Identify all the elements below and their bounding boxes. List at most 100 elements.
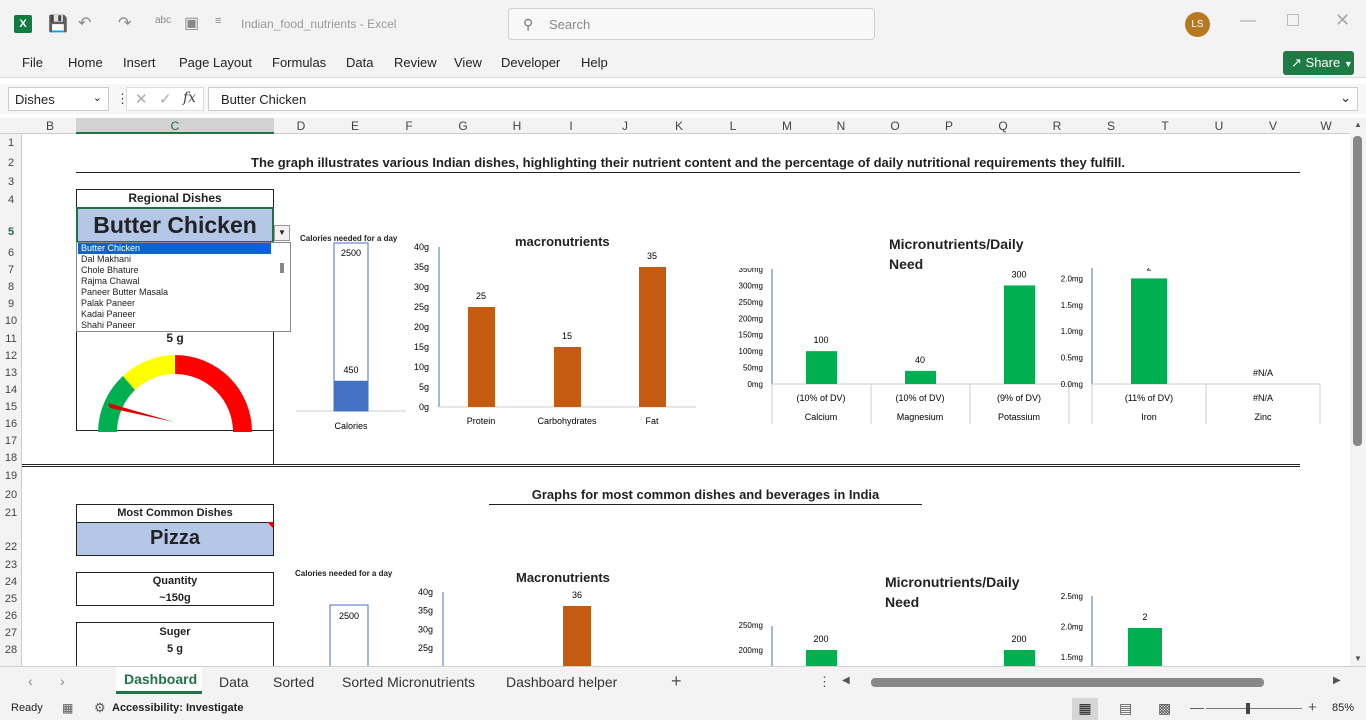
menu-help[interactable]: Help (581, 55, 608, 70)
row-header-13[interactable]: 13 (4, 367, 18, 379)
menu-data[interactable]: Data (346, 55, 374, 70)
row-header-22[interactable]: 22 (4, 541, 18, 553)
camera-icon[interactable]: ▣ (184, 15, 200, 32)
macro-record-icon[interactable]: ▦ (62, 701, 74, 715)
zoom-in-icon[interactable]: + (1308, 699, 1317, 716)
column-header-M[interactable]: M (782, 119, 792, 133)
row-header-10[interactable]: 10 (4, 315, 18, 327)
dropdown-option[interactable]: Palak Paneer (81, 298, 136, 308)
column-header-E[interactable]: E (350, 119, 359, 133)
row-header-18[interactable]: 18 (4, 452, 18, 464)
dropdown-option[interactable]: Chole Bhature (81, 265, 139, 275)
column-header-N[interactable]: N (836, 119, 846, 133)
cancel-icon[interactable]: ✕ (135, 91, 148, 108)
vertical-scrollbar-track[interactable]: ▲ ▼ (1350, 118, 1366, 666)
save-icon[interactable]: 💾 (48, 16, 68, 33)
accessibility-status[interactable]: Accessibility: Investigate (112, 702, 244, 714)
vertical-scroll-thumb[interactable] (1353, 136, 1362, 446)
menu-formulas[interactable]: Formulas (272, 55, 327, 70)
dropdown-scrollbar[interactable] (280, 263, 284, 273)
common-dish-cell[interactable] (77, 522, 273, 555)
column-header-R[interactable]: R (1052, 119, 1062, 133)
zoom-level[interactable]: 85% (1332, 702, 1355, 714)
column-header-I[interactable]: I (569, 119, 573, 133)
row-header-21[interactable]: 21 (4, 507, 18, 519)
column-header-S[interactable]: S (1106, 119, 1115, 133)
row-header-24[interactable]: 24 (4, 576, 18, 588)
row-header-23[interactable]: 23 (4, 559, 18, 571)
horizontal-scroll-thumb[interactable] (871, 678, 1264, 687)
tab-dashboard[interactable]: Dashboard (116, 667, 202, 694)
column-header-D[interactable]: D (296, 119, 306, 133)
scroll-right-icon[interactable]: ▶ (1333, 675, 1341, 686)
scroll-up-icon[interactable]: ▲ (1354, 120, 1362, 129)
row-header-4[interactable]: 4 (7, 194, 15, 206)
column-header-W[interactable]: W (1320, 119, 1332, 133)
row-header-11[interactable]: 11 (5, 333, 17, 345)
row-header-26[interactable]: 26 (4, 610, 18, 622)
expand-formula-icon[interactable]: ⌄ (1340, 90, 1351, 105)
row-header-7[interactable]: 7 (7, 264, 15, 276)
restore-button[interactable] (1287, 14, 1299, 26)
tab-sorted[interactable]: Sorted (273, 674, 315, 690)
page-layout-view-icon[interactable]: ▤ (1119, 700, 1133, 716)
name-box[interactable]: Dishes ⌄ (8, 87, 109, 111)
row-header-5[interactable]: 5 (7, 226, 15, 238)
customize-icon[interactable]: ≡ (215, 15, 222, 27)
row-header-16[interactable]: 16 (4, 418, 18, 430)
column-header-T[interactable]: T (1161, 119, 1169, 133)
row-header-2[interactable]: 2 (7, 157, 15, 169)
formula-input[interactable]: Butter Chicken ⌄ (208, 87, 1358, 111)
zoom-slider[interactable] (1206, 703, 1302, 714)
zoom-out-icon[interactable]: — (1190, 699, 1204, 715)
next-sheet-icon[interactable]: › (60, 673, 65, 689)
avatar[interactable]: LS (1185, 12, 1210, 37)
prev-sheet-icon[interactable]: ‹ (28, 673, 33, 689)
dropdown-option[interactable]: Butter Chicken (78, 243, 271, 254)
search-box[interactable]: ⚲ Search (508, 8, 875, 40)
menu-insert[interactable]: Insert (123, 55, 156, 70)
more-sheets-icon[interactable]: ⋮ (818, 674, 831, 689)
column-header-J[interactable]: J (622, 119, 628, 133)
column-header-C[interactable]: C (76, 118, 274, 134)
add-sheet-icon[interactable]: + (671, 671, 682, 691)
row-header-3[interactable]: 3 (7, 176, 15, 188)
dropdown-option[interactable]: Rajma Chawal (81, 276, 140, 286)
more-icon[interactable]: ⋮ (116, 91, 129, 106)
row-header-9[interactable]: 9 (7, 298, 15, 310)
tab-dashboard-helper[interactable]: Dashboard helper (506, 674, 618, 690)
column-header-O[interactable]: O (890, 119, 900, 133)
close-button[interactable]: ✕ (1335, 10, 1351, 30)
column-header-B[interactable]: B (45, 119, 54, 133)
row-header-28[interactable]: 28 (4, 644, 18, 656)
column-header-Q[interactable]: Q (998, 119, 1008, 133)
share-button[interactable]: ↗ Share ▼ (1283, 51, 1354, 75)
row-header-12[interactable]: 12 (4, 350, 18, 362)
tab-data[interactable]: Data (219, 674, 249, 690)
dish-dropdown-list[interactable]: Butter Chicken Dal Makhani Chole Bhature Ra… (76, 242, 291, 332)
column-header-F[interactable]: F (405, 119, 413, 133)
row-header-8[interactable]: 8 (7, 281, 15, 293)
row-header-25[interactable]: 25 (4, 593, 18, 605)
menu-developer[interactable]: Developer (501, 55, 561, 70)
menu-file[interactable]: File (22, 55, 43, 70)
dropdown-option[interactable]: Shahi Paneer (81, 320, 136, 330)
row-header-14[interactable]: 14 (4, 384, 18, 396)
row-header-20[interactable]: 20 (4, 489, 18, 501)
redo-icon[interactable]: ↷ (118, 15, 132, 32)
scroll-left-icon[interactable]: ◀ (842, 675, 850, 686)
row-header-6[interactable]: 6 (7, 247, 15, 259)
dropdown-option[interactable]: Kadai Paneer (81, 309, 136, 319)
undo-icon[interactable]: ↶ (78, 15, 92, 32)
enter-icon[interactable]: ✓ (159, 91, 172, 108)
dropdown-button[interactable]: ▼ (274, 225, 290, 241)
menu-view[interactable]: View (454, 55, 482, 70)
dropdown-option[interactable]: Paneer Butter Masala (81, 287, 169, 297)
column-header-L[interactable]: L (729, 119, 737, 133)
normal-view-icon[interactable]: ▦ (1072, 698, 1098, 720)
insert-function-icon[interactable]: fx (183, 90, 197, 106)
column-header-U[interactable]: U (1214, 119, 1224, 133)
row-header-15[interactable]: 15 (4, 401, 18, 413)
row-header-19[interactable]: 19 (4, 470, 18, 482)
